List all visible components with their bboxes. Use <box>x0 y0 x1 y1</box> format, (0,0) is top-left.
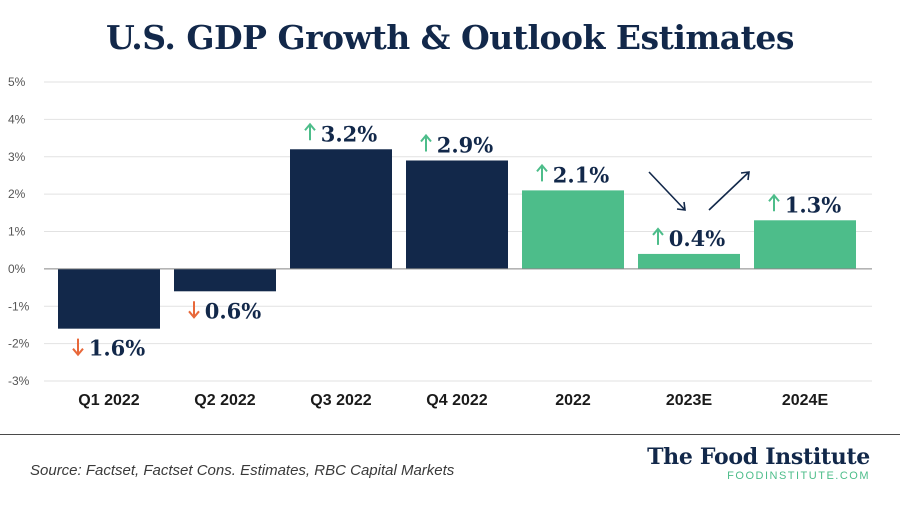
chart-title: U.S. GDP Growth & Outlook Estimates <box>106 18 795 57</box>
category-label: Q2 2022 <box>194 392 255 409</box>
data-label: 2.9% <box>437 132 494 157</box>
bar <box>290 149 392 269</box>
category-label: Q1 2022 <box>78 392 139 409</box>
data-label-value: 3.2% <box>321 121 378 146</box>
up-arrow-icon <box>768 193 780 212</box>
bar <box>754 220 856 269</box>
category-label: 2024E <box>782 392 829 409</box>
data-label-value: 0.6% <box>205 298 262 323</box>
data-label: 1.3% <box>785 192 842 217</box>
bar <box>174 268 276 292</box>
brand-name: The Food Institute <box>647 444 870 470</box>
data-label-value: 1.6% <box>89 336 146 361</box>
y-tick-label: 1% <box>8 225 26 239</box>
data-label-value: 2.1% <box>553 162 610 187</box>
y-tick-label: 2% <box>8 187 26 201</box>
data-label: 3.2% <box>321 121 378 146</box>
y-tick-label: -1% <box>8 299 30 313</box>
brand-logo: The Food Institute FOODINSTITUTE.COM <box>647 444 870 483</box>
data-label-value: 2.9% <box>437 132 494 157</box>
trend-arrows-icon <box>648 171 750 211</box>
data-label-value: 1.3% <box>785 192 842 217</box>
y-tick-label: 3% <box>8 150 26 164</box>
data-label: 1.6% <box>89 336 146 361</box>
up-arrow-icon <box>420 133 432 152</box>
bar <box>638 253 740 269</box>
footer-divider <box>0 434 900 435</box>
y-tick-label: 5% <box>8 75 26 89</box>
data-label: 0.4% <box>669 226 726 251</box>
data-label: 0.6% <box>205 298 262 323</box>
bar <box>406 160 508 269</box>
down-arrow-icon <box>72 338 84 357</box>
up-arrow-icon <box>536 163 548 182</box>
y-tick-label: 0% <box>8 262 26 276</box>
y-tick-label: -3% <box>8 374 30 388</box>
down-arrow-icon <box>188 301 200 319</box>
category-label: 2023E <box>666 392 713 409</box>
category-label: Q3 2022 <box>310 392 371 409</box>
source-note: Source: Factset, Factset Cons. Estimates… <box>30 462 455 479</box>
data-label: 2.1% <box>553 162 610 187</box>
category-label: Q4 2022 <box>426 392 487 409</box>
gdp-bar-chart: -3% -2% -1% 0% 1% 2% 3% 4% 5% Q1 2022 1.6% Q2 2022 0… <box>8 75 872 409</box>
data-label-value: 0.4% <box>669 226 726 251</box>
bar <box>58 268 160 329</box>
category-label: 2022 <box>555 392 591 409</box>
bar <box>522 190 624 269</box>
y-tick-label: 4% <box>8 112 26 126</box>
up-arrow-icon <box>652 227 664 245</box>
brand-url: FOODINSTITUTE.COM <box>727 470 870 482</box>
y-tick-label: -2% <box>8 337 30 351</box>
up-arrow-icon <box>304 122 316 141</box>
